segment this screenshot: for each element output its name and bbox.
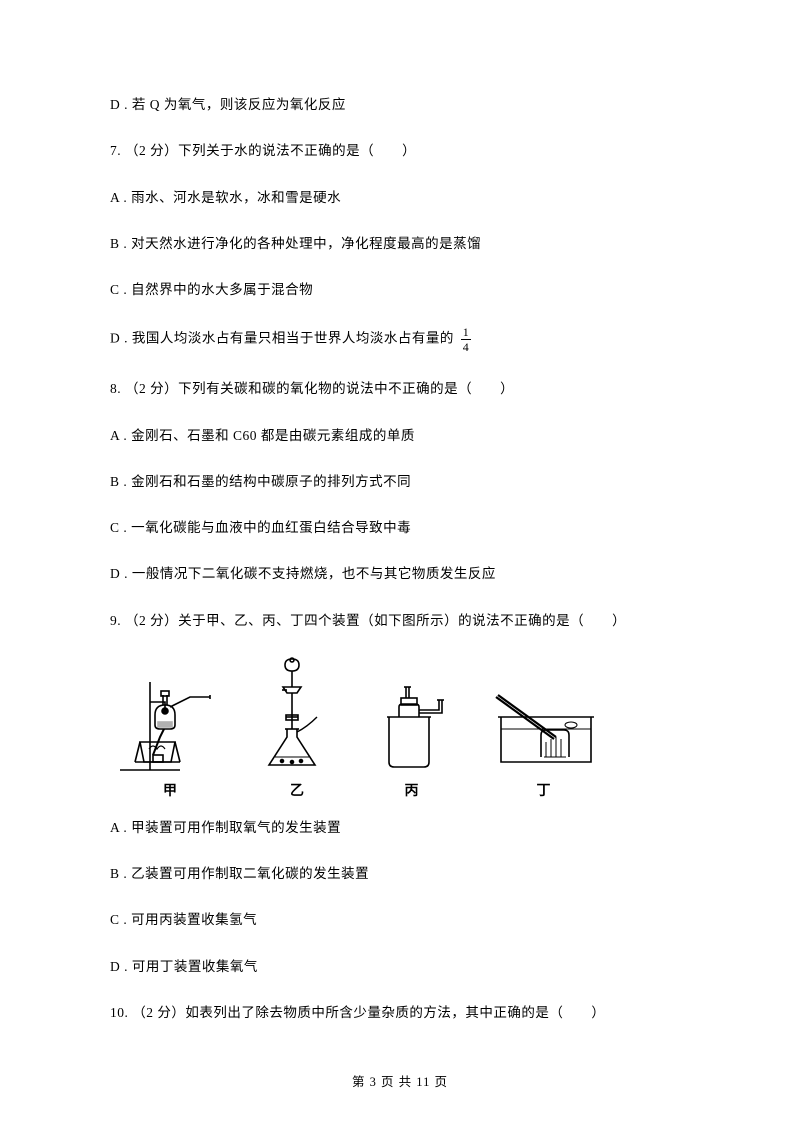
label-jia: 甲: [163, 780, 177, 800]
option-d-intro: D . 若 Q 为氧气，则该反应为氧化反应: [110, 95, 690, 115]
q9-stem: 9. （2 分）关于甲、乙、丙、丁四个装置（如下图所示）的说法不正确的是（ ）: [110, 611, 690, 631]
q9-option-a: A . 甲装置可用作制取氧气的发生装置: [110, 818, 690, 838]
q10-stem: 10. （2 分）如表列出了除去物质中所含少量杂质的方法，其中正确的是（ ）: [110, 1003, 690, 1023]
q8-stem: 8. （2 分）下列有关碳和碳的氧化物的说法中不正确的是（ ）: [110, 379, 690, 399]
yi-svg: [257, 657, 337, 772]
apparatus-bing: 丙: [369, 682, 454, 800]
fraction-one-quarter: 1 4: [461, 326, 472, 353]
q7-stem: 7. （2 分）下列关于水的说法不正确的是（ ）: [110, 141, 690, 161]
q7-option-b: B . 对天然水进行净化的各种处理中，净化程度最高的是蒸馏: [110, 234, 690, 254]
page-content: D . 若 Q 为氧气，则该反应为氧化反应 7. （2 分）下列关于水的说法不正…: [0, 0, 800, 1023]
q8-option-b: B . 金刚石和石墨的结构中碳原子的排列方式不同: [110, 472, 690, 492]
fraction-denominator: 4: [461, 340, 472, 353]
bing-svg: [369, 682, 454, 772]
q7-option-d-text: D . 我国人均淡水占有量只相当于世界人均淡水占有量的: [110, 331, 454, 346]
apparatus-yi: 乙: [257, 657, 337, 800]
q7-option-d: D . 我国人均淡水占有量只相当于世界人均淡水占有量的 1 4: [110, 326, 690, 353]
q9-option-d: D . 可用丁装置收集氧气: [110, 957, 690, 977]
apparatus-ding: 丁: [486, 687, 601, 800]
label-yi: 乙: [290, 780, 304, 800]
label-bing: 丙: [405, 780, 419, 800]
fraction-numerator: 1: [461, 326, 472, 340]
q9-option-c: C . 可用丙装置收集氢气: [110, 910, 690, 930]
apparatus-jia: 甲: [115, 667, 225, 800]
q7-option-a: A . 雨水、河水是软水，冰和雪是硬水: [110, 188, 690, 208]
ding-svg: [486, 687, 601, 772]
q8-option-c: C . 一氧化碳能与血液中的血红蛋白结合导致中毒: [110, 518, 690, 538]
apparatus-diagram: 甲: [115, 657, 690, 800]
jia-svg: [115, 667, 225, 772]
q8-option-a: A . 金刚石、石墨和 C60 都是由碳元素组成的单质: [110, 426, 690, 446]
label-ding: 丁: [537, 780, 551, 800]
page-footer: 第 3 页 共 11 页: [0, 1071, 800, 1090]
q9-option-b: B . 乙装置可用作制取二氧化碳的发生装置: [110, 864, 690, 884]
q8-option-d: D . 一般情况下二氧化碳不支持燃烧，也不与其它物质发生反应: [110, 564, 690, 584]
q7-option-c: C . 自然界中的水大多属于混合物: [110, 280, 690, 300]
